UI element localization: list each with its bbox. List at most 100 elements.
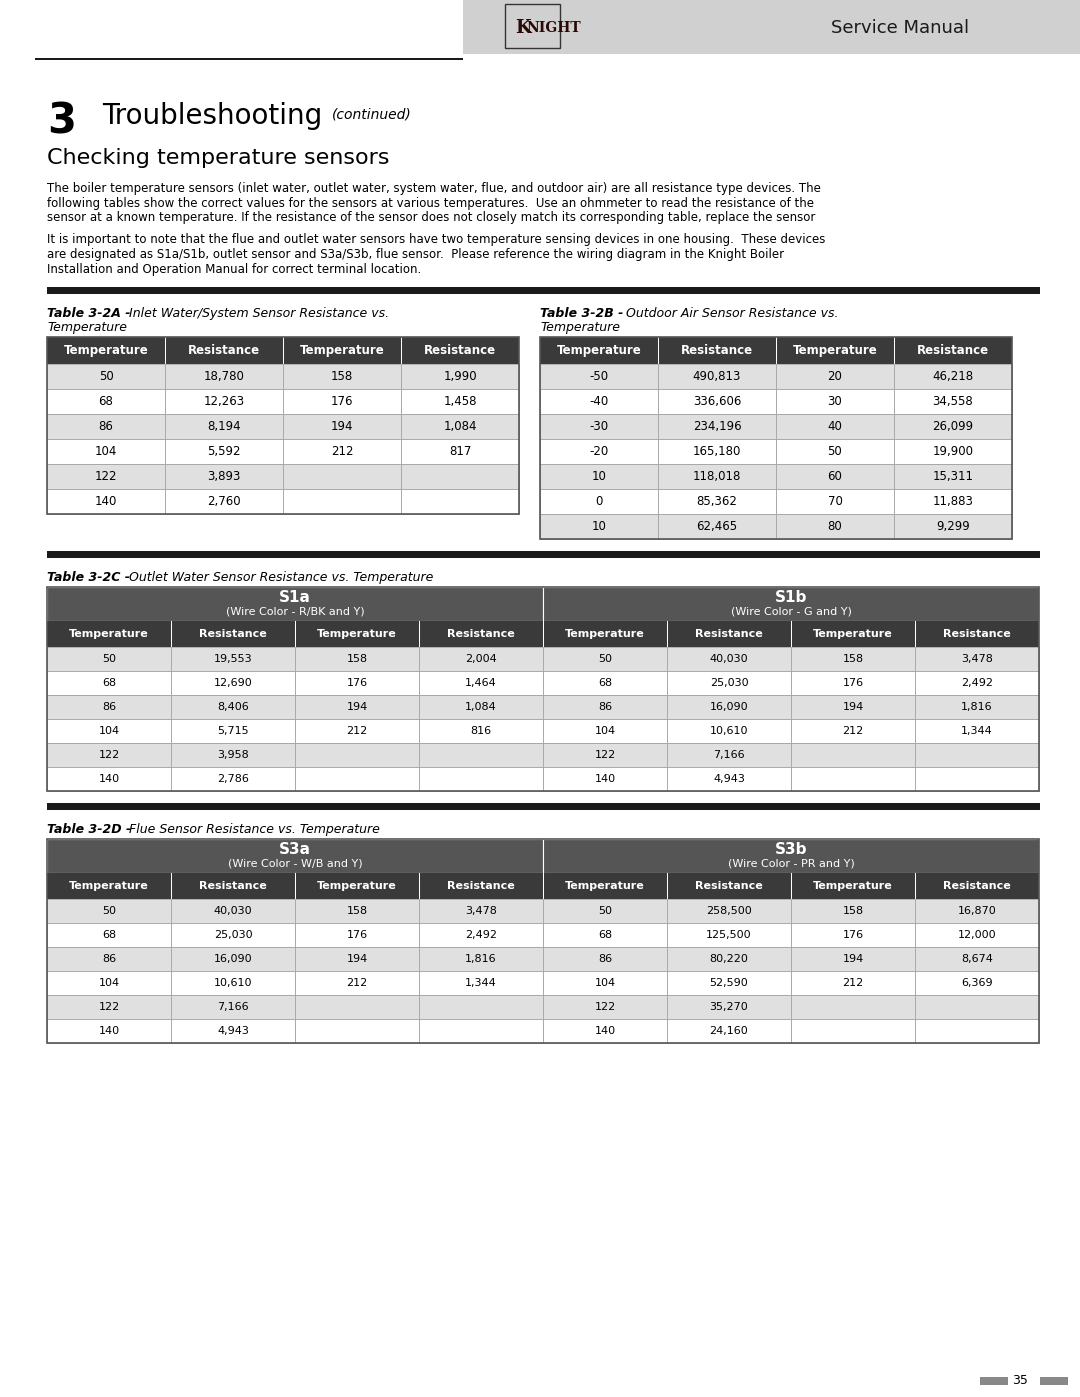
- Text: 18,780: 18,780: [203, 370, 244, 383]
- Bar: [48, 995, 1039, 1018]
- Text: 122: 122: [594, 750, 616, 760]
- Text: 3: 3: [48, 101, 76, 142]
- Text: 212: 212: [842, 978, 864, 988]
- Text: 19,900: 19,900: [932, 446, 973, 458]
- Bar: [540, 337, 1012, 365]
- Text: 104: 104: [98, 978, 120, 988]
- Text: 176: 176: [347, 678, 367, 687]
- Text: (continued): (continued): [332, 108, 411, 122]
- Bar: [48, 743, 1039, 767]
- Text: Temperature: Temperature: [813, 882, 893, 891]
- Text: 140: 140: [98, 1025, 120, 1037]
- Text: 336,606: 336,606: [692, 395, 741, 408]
- Text: 3,478: 3,478: [961, 654, 993, 664]
- Text: 1,084: 1,084: [465, 703, 497, 712]
- Text: 70: 70: [827, 495, 842, 509]
- Text: 1,816: 1,816: [961, 703, 993, 712]
- Bar: [48, 587, 543, 622]
- Text: 176: 176: [842, 930, 864, 940]
- Text: 212: 212: [842, 726, 864, 736]
- Text: Inlet Water/System Sensor Resistance vs.: Inlet Water/System Sensor Resistance vs.: [125, 307, 389, 320]
- Text: (Wire Color - R/BK and Y): (Wire Color - R/BK and Y): [226, 606, 364, 616]
- Bar: [463, 0, 1080, 54]
- Text: Resistance: Resistance: [943, 629, 1011, 638]
- Text: 5,715: 5,715: [217, 726, 248, 736]
- Bar: [48, 647, 1039, 671]
- Text: 10: 10: [592, 520, 607, 534]
- Bar: [48, 803, 1040, 810]
- Bar: [48, 388, 519, 414]
- Text: 35,270: 35,270: [710, 1002, 748, 1011]
- Text: Resistance: Resistance: [424, 344, 496, 358]
- Bar: [48, 414, 519, 439]
- Bar: [35, 59, 463, 60]
- Text: Flue Sensor Resistance vs. Temperature: Flue Sensor Resistance vs. Temperature: [125, 823, 380, 835]
- Text: 16,870: 16,870: [958, 907, 997, 916]
- Bar: [543, 840, 1039, 873]
- Text: Resistance: Resistance: [447, 629, 515, 638]
- Text: -40: -40: [590, 395, 609, 408]
- Text: Temperature: Temperature: [318, 882, 396, 891]
- Text: 68: 68: [102, 678, 116, 687]
- Text: 26,099: 26,099: [932, 420, 973, 433]
- Text: 2,786: 2,786: [217, 774, 248, 784]
- Text: -50: -50: [590, 370, 608, 383]
- Text: 50: 50: [98, 370, 113, 383]
- Text: 158: 158: [842, 907, 864, 916]
- Text: 15,311: 15,311: [932, 469, 973, 483]
- Bar: [48, 947, 1039, 971]
- Text: 122: 122: [98, 750, 120, 760]
- Text: 194: 194: [330, 420, 353, 433]
- Bar: [540, 439, 1012, 464]
- Text: 104: 104: [594, 978, 616, 988]
- Text: 16,090: 16,090: [710, 703, 748, 712]
- Text: 5,592: 5,592: [207, 446, 241, 458]
- Text: 8,674: 8,674: [961, 954, 993, 964]
- Text: 40,030: 40,030: [710, 654, 748, 664]
- Text: 7,166: 7,166: [713, 750, 745, 760]
- Text: 1,084: 1,084: [443, 420, 476, 433]
- Text: Resistance: Resistance: [917, 344, 989, 358]
- Text: 1,344: 1,344: [465, 978, 497, 988]
- Text: 6,369: 6,369: [961, 978, 993, 988]
- Text: 122: 122: [95, 469, 118, 483]
- Text: 125,500: 125,500: [706, 930, 752, 940]
- Text: 30: 30: [827, 395, 842, 408]
- Text: It is important to note that the flue and outlet water sensors have two temperat: It is important to note that the flue an…: [48, 233, 825, 246]
- Text: 25,030: 25,030: [214, 930, 253, 940]
- Bar: [48, 286, 1040, 293]
- Text: 104: 104: [98, 726, 120, 736]
- Text: 817: 817: [449, 446, 471, 458]
- Text: 490,813: 490,813: [692, 370, 741, 383]
- Text: 52,590: 52,590: [710, 978, 748, 988]
- Text: Resistance: Resistance: [696, 629, 762, 638]
- Text: Temperature: Temperature: [299, 344, 384, 358]
- Text: 20: 20: [827, 370, 842, 383]
- Text: The boiler temperature sensors (inlet water, outlet water, system water, flue, a: The boiler temperature sensors (inlet wa…: [48, 182, 821, 196]
- Text: 176: 176: [347, 930, 367, 940]
- Bar: [540, 365, 1012, 388]
- Text: 86: 86: [102, 954, 116, 964]
- Text: 212: 212: [347, 978, 367, 988]
- Text: 1,464: 1,464: [465, 678, 497, 687]
- Text: 158: 158: [842, 654, 864, 664]
- Bar: [48, 464, 519, 489]
- Bar: [48, 550, 1040, 557]
- Bar: [48, 489, 519, 514]
- Text: 10,610: 10,610: [710, 726, 748, 736]
- Text: 194: 194: [347, 954, 367, 964]
- Text: 12,263: 12,263: [203, 395, 244, 408]
- Text: 12,000: 12,000: [958, 930, 997, 940]
- Text: 118,018: 118,018: [692, 469, 741, 483]
- Text: Temperature: Temperature: [565, 629, 645, 638]
- Text: S1a: S1a: [279, 591, 311, 605]
- Text: 40,030: 40,030: [214, 907, 253, 916]
- Text: 46,218: 46,218: [932, 370, 973, 383]
- Bar: [980, 1377, 1008, 1384]
- Text: Temperature: Temperature: [565, 882, 645, 891]
- Text: 86: 86: [598, 954, 612, 964]
- Text: Resistance: Resistance: [943, 882, 1011, 891]
- Text: Temperature: Temperature: [318, 629, 396, 638]
- Text: 8,194: 8,194: [207, 420, 241, 433]
- Bar: [48, 622, 1039, 647]
